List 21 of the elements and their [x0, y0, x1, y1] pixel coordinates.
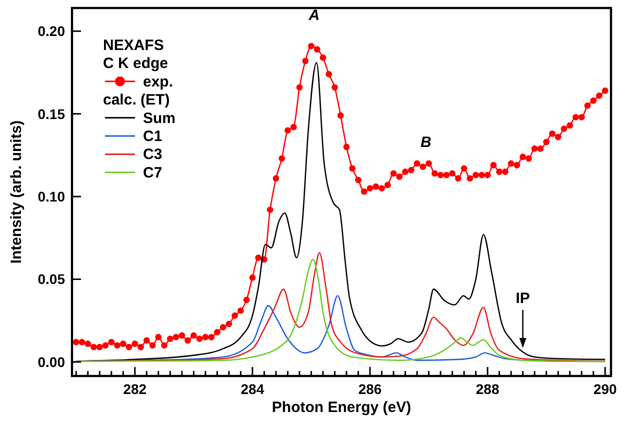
x-tick-label: 288 — [476, 381, 500, 397]
x-axis-title: Photon Energy (eV) — [272, 399, 412, 416]
annotation: IP — [516, 290, 530, 308]
y-tick-label: 0.20 — [38, 23, 66, 40]
x-tick-label: 284 — [240, 381, 264, 397]
y-tick-label: 0.00 — [38, 354, 66, 370]
x-tick-label: 282 — [123, 381, 147, 397]
y-axis-title: Intensity (arb. units) — [8, 120, 25, 264]
legend-label: Sum — [143, 110, 176, 127]
y-tick-label: 0.10 — [38, 188, 66, 205]
x-tick-label: 290 — [593, 381, 618, 397]
legend-label: C7 — [143, 164, 162, 182]
x-tick-label: 286 — [358, 381, 382, 397]
legend-label: exp. — [143, 73, 174, 90]
y-tick-label: 0.15 — [38, 106, 66, 122]
annotation: B — [420, 134, 432, 151]
legend-label: C3 — [143, 146, 162, 164]
y-tick-label: 0.05 — [38, 271, 66, 288]
legend-label: C1 — [143, 128, 162, 145]
annotation: calc. (ET) — [103, 92, 170, 109]
annotation: A — [308, 7, 320, 24]
